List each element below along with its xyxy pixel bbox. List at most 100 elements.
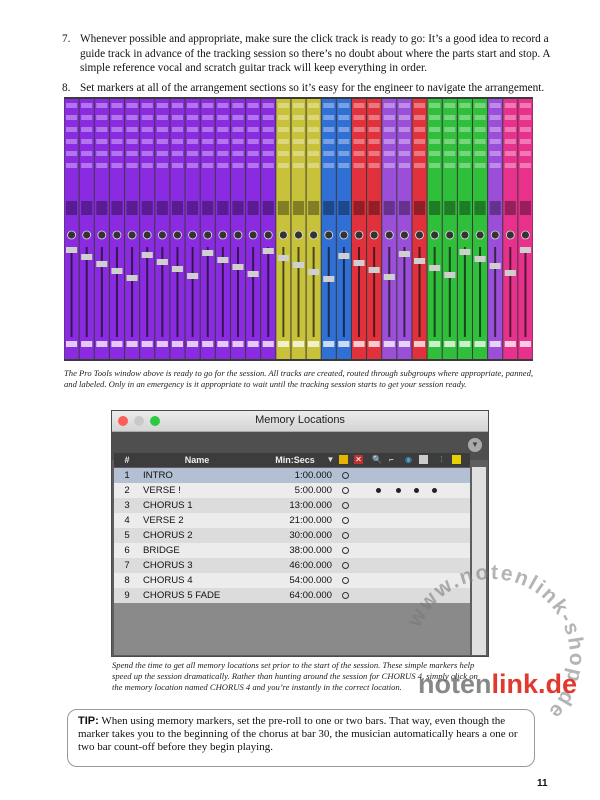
fader-track bbox=[146, 247, 149, 337]
table-row[interactable]: 4 VERSE 2 21:00.000 bbox=[114, 513, 470, 528]
channel-strip bbox=[140, 99, 155, 359]
minimize-button[interactable] bbox=[134, 416, 144, 426]
scrollbar[interactable] bbox=[472, 467, 486, 655]
insert-slot bbox=[353, 163, 365, 168]
selection-icon[interactable]: ✕ bbox=[354, 455, 363, 464]
table-row[interactable]: 5 CHORUS 2 30:00.000 bbox=[114, 528, 470, 543]
table-row[interactable]: 2 VERSE ! 5:00.000 bbox=[114, 483, 470, 498]
fader-track bbox=[115, 247, 118, 337]
fader-cap bbox=[126, 275, 138, 281]
insert-slot bbox=[444, 163, 456, 168]
channel-strip bbox=[427, 99, 442, 359]
insert-slot bbox=[383, 139, 395, 144]
track-height-icon[interactable] bbox=[419, 455, 428, 464]
insert-slot bbox=[81, 103, 93, 108]
insert-slot bbox=[474, 103, 486, 108]
insert-slot bbox=[141, 151, 153, 156]
table-row[interactable]: 8 CHORUS 4 54:00.000 bbox=[114, 573, 470, 588]
io-selector bbox=[459, 201, 471, 215]
memory-locations-window: Memory Locations ▼ # Name Min:Secs ▼ ✕ 🔍… bbox=[111, 410, 489, 657]
pan-knob-icon bbox=[218, 230, 228, 240]
table-row[interactable]: 9 CHORUS 5 FADE 64:00.000 bbox=[114, 588, 470, 603]
fader-cap bbox=[504, 270, 516, 276]
pan-knob-icon bbox=[475, 230, 485, 240]
header-name[interactable]: Name bbox=[184, 455, 210, 465]
fader-cap bbox=[202, 250, 214, 256]
insert-slot bbox=[398, 139, 410, 144]
page-number: 11 bbox=[537, 778, 548, 789]
sort-down-icon[interactable]: ▼ bbox=[326, 455, 335, 464]
insert-slot bbox=[323, 103, 335, 108]
header-number[interactable]: # bbox=[124, 455, 130, 465]
channel-strip bbox=[215, 99, 230, 359]
table-row[interactable]: 6 BRIDGE 38:00.000 bbox=[114, 543, 470, 558]
io-selector bbox=[66, 201, 78, 215]
zoom-icon[interactable]: 🔍 bbox=[372, 455, 382, 464]
mixer-caption: The Pro Tools window above is ready to g… bbox=[64, 368, 534, 389]
insert-slot bbox=[96, 139, 108, 144]
insert-slot bbox=[308, 115, 320, 120]
track-name-plate bbox=[444, 341, 456, 347]
insert-slot bbox=[171, 127, 184, 132]
insert-slot bbox=[277, 151, 289, 156]
fader-cap bbox=[141, 252, 153, 258]
insert-slot bbox=[353, 127, 365, 132]
insert-slot bbox=[156, 127, 168, 132]
property-dot bbox=[376, 488, 381, 493]
pre-post-roll-icon[interactable]: ⌐ bbox=[389, 455, 394, 464]
table-row[interactable]: 3 CHORUS 1 13:00.000 bbox=[114, 498, 470, 513]
group-enables-icon[interactable]: ⁞ bbox=[440, 455, 443, 464]
window-config-icon[interactable] bbox=[452, 455, 461, 464]
zoom-button[interactable] bbox=[150, 416, 160, 426]
insert-slot bbox=[141, 127, 153, 132]
track-show-icon[interactable]: ◉ bbox=[405, 455, 412, 464]
fader-cap bbox=[489, 263, 501, 269]
io-selector bbox=[383, 201, 395, 215]
insert-slot bbox=[247, 163, 259, 168]
location-time: 5:00.000 bbox=[294, 485, 332, 496]
pan-knob-icon bbox=[278, 230, 288, 240]
insert-slot bbox=[156, 103, 168, 108]
insert-slot bbox=[338, 163, 350, 168]
insert-slot bbox=[398, 151, 410, 156]
row-number: 2 bbox=[124, 485, 130, 496]
insert-slot bbox=[217, 151, 229, 156]
pan-knob-icon bbox=[415, 230, 424, 240]
row-number: 7 bbox=[124, 560, 130, 571]
channel-strip bbox=[457, 99, 472, 359]
track-name-plate bbox=[96, 341, 108, 347]
track-name-plate bbox=[353, 341, 365, 347]
row-number: 4 bbox=[124, 515, 130, 526]
track-name-plate bbox=[141, 341, 153, 347]
insert-slot bbox=[459, 127, 471, 132]
insert-slot bbox=[519, 139, 531, 144]
fader-track bbox=[100, 247, 103, 337]
insert-slot bbox=[171, 103, 184, 108]
fader-cap bbox=[444, 272, 456, 278]
insert-slot bbox=[459, 115, 471, 120]
header-time[interactable]: Min:Secs bbox=[275, 455, 315, 465]
fader-cap bbox=[277, 255, 289, 261]
channel-strip bbox=[382, 99, 397, 359]
table-row[interactable]: 7 CHORUS 3 46:00.000 bbox=[114, 558, 470, 573]
close-button[interactable] bbox=[118, 416, 128, 426]
insert-slot bbox=[171, 163, 184, 168]
list-number: 7. bbox=[62, 33, 71, 45]
fader-cap bbox=[262, 248, 274, 254]
insert-slot bbox=[489, 151, 501, 156]
fader-track bbox=[494, 247, 497, 337]
chevron-down-icon[interactable]: ▼ bbox=[468, 438, 482, 452]
insert-slot bbox=[413, 139, 426, 144]
pan-knob-icon bbox=[354, 230, 364, 240]
fader-cap bbox=[156, 259, 168, 265]
fader-track bbox=[388, 247, 391, 337]
pro-tools-mixer-image bbox=[64, 97, 533, 361]
insert-slot bbox=[459, 139, 471, 144]
io-selector bbox=[232, 201, 244, 215]
insert-slot bbox=[232, 127, 244, 132]
marker-icon[interactable] bbox=[339, 455, 348, 464]
fader-cap bbox=[81, 254, 93, 260]
window-titlebar: Memory Locations bbox=[112, 411, 488, 432]
table-row[interactable]: 1 INTRO 1:00.000 bbox=[114, 468, 470, 483]
fader-cap bbox=[429, 265, 441, 271]
